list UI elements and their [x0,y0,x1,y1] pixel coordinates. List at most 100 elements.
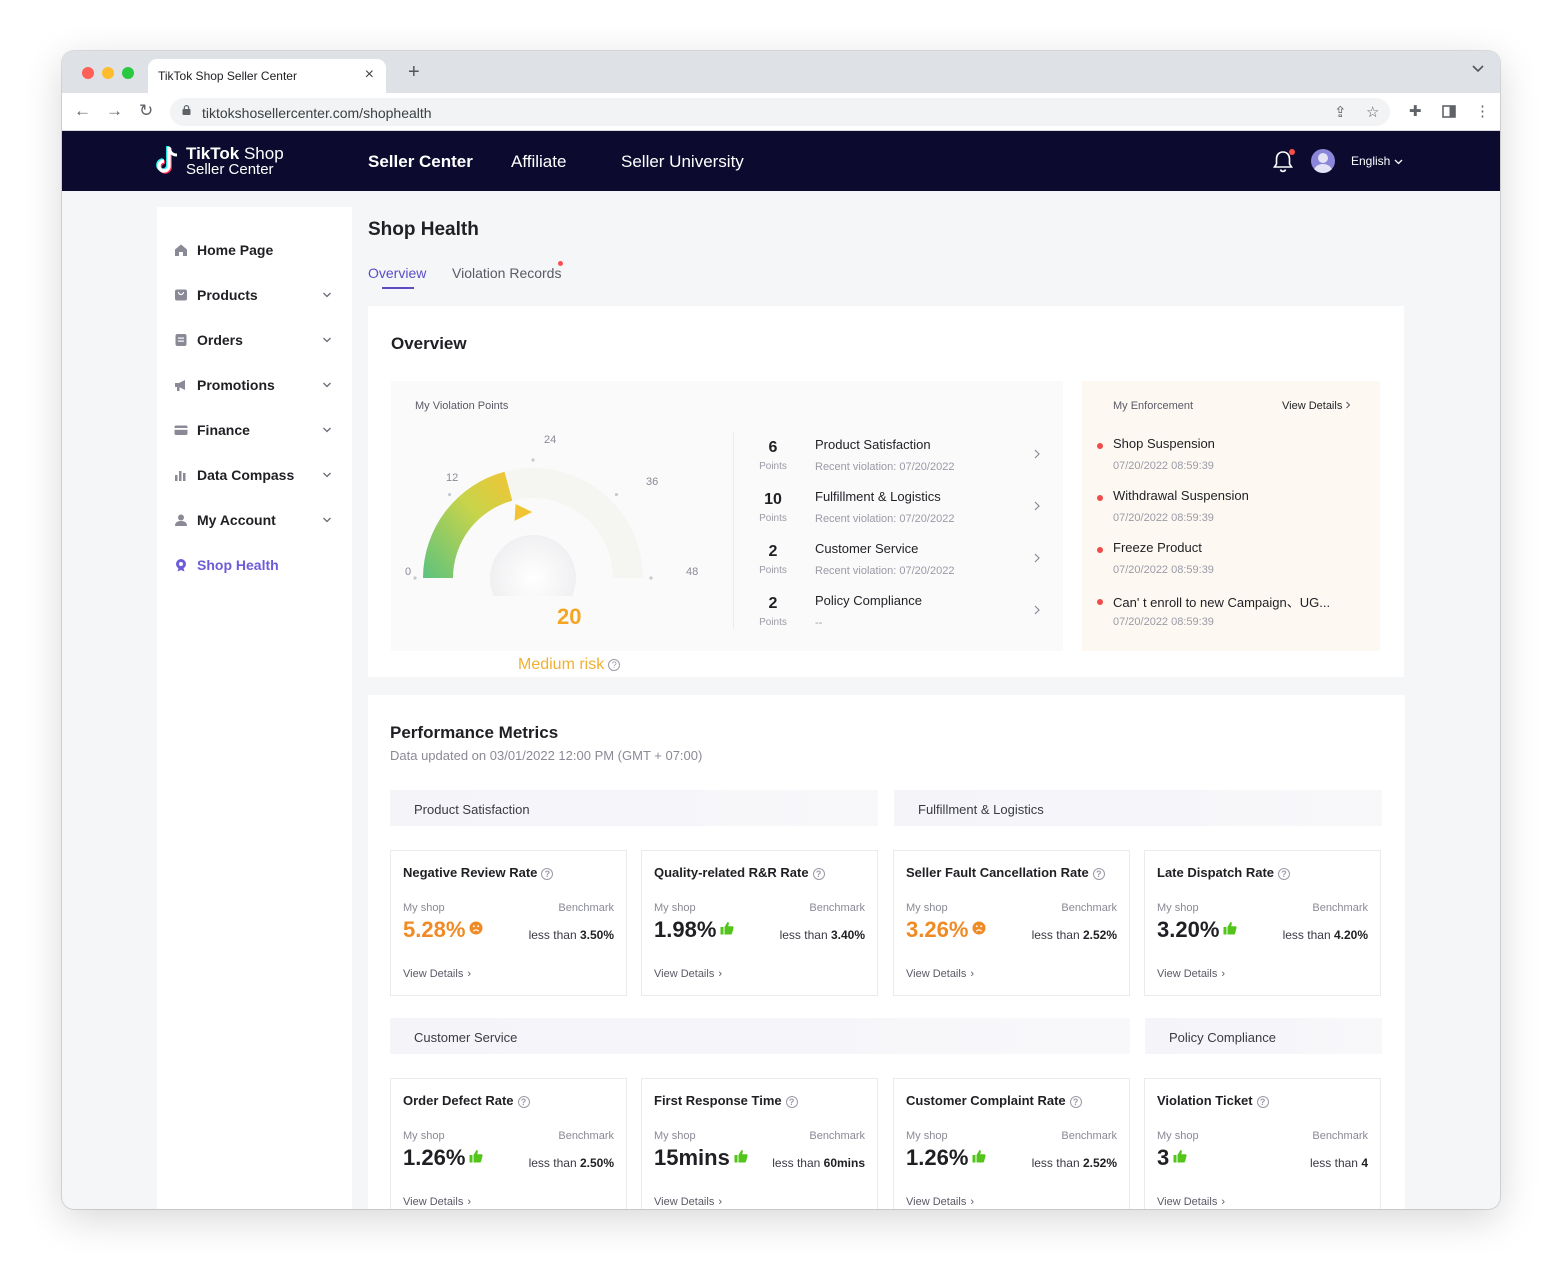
nav-affiliate[interactable]: Affiliate [511,152,567,171]
recent-violation: -- [815,617,823,629]
thumbs-up-icon [1173,1150,1187,1163]
my-account-icon [175,514,187,526]
sidebar-item-my-account[interactable]: My Account [157,502,352,538]
benchmark-label: Benchmark [1061,1130,1117,1142]
my-shop-label: My shop [1157,902,1199,914]
language-selector[interactable]: English [1351,154,1403,168]
metric-value: 3.20% [1157,917,1237,943]
browser-window: TikTok Shop Seller Center × + ← → ↻ tikt… [62,51,1500,1209]
metric-value: 1.98% [654,917,734,943]
help-icon[interactable]: ? [608,659,621,671]
sidebar-item-orders[interactable]: Orders [157,322,352,358]
tab-violation-records[interactable]: Violation Records [452,265,562,281]
help-icon[interactable]: ? [1256,1096,1269,1108]
help-icon[interactable]: ? [812,868,825,880]
benchmark-label: Benchmark [558,902,614,914]
notification-bell-icon[interactable] [1272,149,1294,173]
close-tab-icon[interactable]: × [364,66,374,83]
benchmark-label: Benchmark [809,902,865,914]
violation-points: 2 [768,543,778,560]
recent-violation: Recent violation: 07/20/2022 [815,565,955,577]
new-tab-icon[interactable]: + [408,61,420,83]
help-icon[interactable]: ? [1092,868,1105,880]
gauge-tick-label: 24 [544,434,557,446]
close-window-button[interactable] [82,67,94,79]
browser-menu-icon[interactable]: ⋮ [1475,103,1490,120]
share-icon[interactable]: ⇪ [1334,104,1347,121]
tab-search-chevron-icon[interactable] [1472,65,1484,73]
nav-seller-university[interactable]: Seller University [621,152,744,171]
user-avatar[interactable] [1311,149,1335,173]
view-details-link[interactable]: View Details › [403,968,471,980]
benchmark-label: Benchmark [1312,902,1368,914]
browser-tab[interactable]: TikTok Shop Seller Center × [148,59,386,93]
view-details-link[interactable]: View Details › [906,1196,974,1208]
violation-row-fulfillment-logistics[interactable]: 10 Points Fulfillment & Logistics Recent… [751,485,1051,531]
minimize-window-button[interactable] [102,67,114,79]
recent-violation: Recent violation: 07/20/2022 [815,461,955,473]
risk-level: Medium risk? [518,656,621,674]
data-compass-icon [175,471,186,481]
chevron-down-icon [323,292,331,298]
lock-icon [182,105,191,115]
metric-value: 1.26% [906,1145,986,1171]
thumbs-up-icon [469,1150,483,1163]
help-icon[interactable]: ? [517,1096,530,1108]
tab-overview[interactable]: Overview [368,265,427,281]
nav-seller-center[interactable]: Seller Center [368,152,473,171]
bookmark-star-icon[interactable]: ☆ [1366,104,1380,121]
enforcement-label: My Enforcement [1113,400,1194,412]
violation-row-customer-service[interactable]: 2 Points Customer Service Recent violati… [751,537,1051,583]
forward-arrow-icon[interactable]: → [106,101,123,120]
gauge-tick-dot [413,576,417,580]
metric-card: Order Defect Rate? My shop Benchmark 1.2… [390,1078,627,1209]
view-details-link[interactable]: View Details › [654,968,722,980]
violation-points: 6 [768,439,778,456]
maximize-window-button[interactable] [122,67,134,79]
my-shop-label: My shop [654,1130,696,1142]
benchmark-label: Benchmark [809,1130,865,1142]
enforcement-view-details-link[interactable]: View Details [1282,400,1351,412]
logo-line-1: TikTok Shop [186,144,284,163]
sidebar-item-data-compass[interactable]: Data Compass [157,457,352,493]
url-text: tiktokshosellercenter.com/shophealth [202,105,432,121]
help-icon[interactable]: ? [1069,1096,1082,1108]
view-details-link[interactable]: View Details › [654,1196,722,1208]
metric-title: Order Defect Rate? [403,1093,530,1108]
sidebar-item-shop-health[interactable]: Shop Health [157,547,352,583]
thumbs-up-icon [972,1150,986,1163]
gauge-tick-dot [531,458,535,462]
violation-points-panel: My Violation Points [391,381,1063,673]
violation-row-policy-compliance[interactable]: 2 Points Policy Compliance -- [751,589,1051,635]
sad-face-icon [469,921,483,935]
help-icon[interactable]: ? [1278,868,1291,880]
help-icon[interactable]: ? [541,868,554,880]
benchmark-value: less than 4 [1309,1156,1368,1170]
sidebar-item-products[interactable]: Products [157,277,352,313]
window-controls [82,67,134,79]
extensions-icon[interactable]: ✚ [1409,103,1422,120]
violation-points-label: My Violation Points [415,400,509,412]
gauge-tick-label: 12 [446,472,459,484]
category-header: Policy Compliance [1145,1018,1382,1054]
view-details-link[interactable]: View Details › [906,968,974,980]
my-shop-label: My shop [906,902,948,914]
side-panel-icon[interactable] [1442,105,1456,118]
reload-icon[interactable]: ↻ [139,101,154,120]
enforcement-name: Shop Suspension [1113,436,1215,451]
metric-value: 3 [1157,1145,1187,1171]
violation-row-product-satisfaction[interactable]: 6 Points Product Satisfaction Recent vio… [751,433,1051,479]
help-icon[interactable]: ? [785,1096,798,1108]
view-details-link[interactable]: View Details › [1157,1196,1225,1208]
sidebar-item-finance[interactable]: Finance [157,412,352,448]
view-details-link[interactable]: View Details › [403,1196,471,1208]
back-arrow-icon[interactable]: ← [74,101,91,120]
chevron-right-icon [1034,449,1040,459]
gauge-tick-dot [447,492,452,497]
sidebar-item-promotions[interactable]: Promotions [157,367,352,403]
address-bar[interactable]: tiktokshosellercenter.com/shophealth ⇪ ☆ [170,98,1390,126]
sidebar-item-home-page[interactable]: Home Page [157,232,352,268]
view-details-link[interactable]: View Details › [1157,968,1225,980]
benchmark-value: less than 60mins [772,1156,865,1170]
gauge-chart [413,458,653,621]
